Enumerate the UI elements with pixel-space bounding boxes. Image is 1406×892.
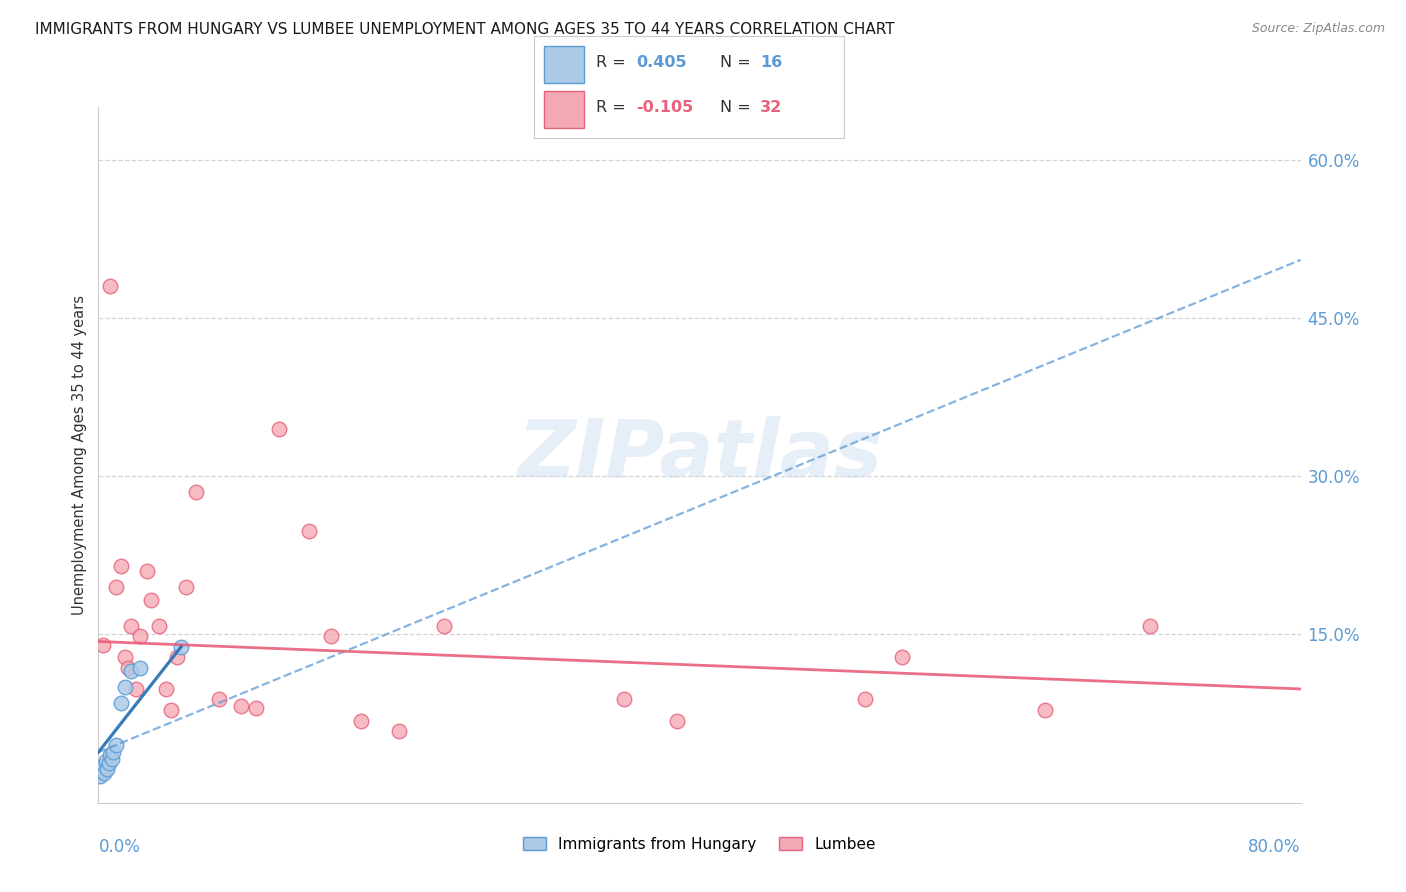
Point: [110, 558, 132, 573]
Point: [129, 629, 152, 643]
Text: R =: R =: [596, 100, 626, 115]
Point: [1139, 618, 1161, 632]
Point: [100, 279, 122, 293]
Text: 80.0%: 80.0%: [1249, 838, 1301, 855]
Text: IMMIGRANTS FROM HUNGARY VS LUMBEE UNEMPLOYMENT AMONG AGES 35 TO 44 YEARS CORRELA: IMMIGRANTS FROM HUNGARY VS LUMBEE UNEMPL…: [35, 22, 894, 37]
Point: [125, 681, 148, 696]
Point: [139, 593, 162, 607]
Point: [135, 564, 157, 578]
Point: [94, 754, 117, 768]
Point: [117, 661, 139, 675]
Y-axis label: Unemployment Among Ages 35 to 44 years: Unemployment Among Ages 35 to 44 years: [72, 295, 87, 615]
Text: Source: ZipAtlas.com: Source: ZipAtlas.com: [1251, 22, 1385, 36]
Point: [174, 580, 197, 594]
Point: [613, 692, 636, 706]
Point: [90, 764, 112, 779]
Text: 16: 16: [761, 54, 782, 70]
Point: [433, 618, 456, 632]
Point: [93, 766, 115, 780]
Point: [350, 714, 373, 728]
Point: [1033, 703, 1056, 717]
Point: [91, 759, 114, 773]
Text: ZIPatlas: ZIPatlas: [517, 416, 882, 494]
Point: [105, 580, 128, 594]
Point: [159, 703, 181, 717]
Point: [184, 484, 207, 499]
Point: [208, 692, 231, 706]
Text: R =: R =: [596, 54, 626, 70]
Point: [170, 640, 193, 654]
Point: [89, 769, 111, 783]
Text: N =: N =: [720, 100, 751, 115]
Point: [91, 638, 114, 652]
Text: -0.105: -0.105: [637, 100, 693, 115]
Point: [105, 738, 128, 752]
Point: [267, 421, 290, 435]
Point: [103, 745, 125, 759]
Point: [665, 714, 688, 728]
Point: [148, 618, 170, 632]
Bar: [544, 45, 583, 83]
Point: [245, 701, 267, 715]
Point: [114, 680, 136, 694]
Point: [100, 748, 122, 763]
Point: [97, 756, 120, 770]
Point: [101, 751, 124, 765]
Point: [853, 692, 876, 706]
Text: N =: N =: [720, 54, 751, 70]
Point: [121, 664, 143, 678]
Text: 0.405: 0.405: [637, 54, 688, 70]
Point: [129, 661, 152, 675]
Point: [891, 650, 914, 665]
Point: [155, 681, 177, 696]
Bar: [544, 91, 583, 128]
Point: [231, 698, 253, 713]
Point: [388, 724, 411, 739]
Point: [166, 650, 188, 665]
Point: [121, 618, 143, 632]
Point: [321, 629, 343, 643]
Point: [110, 696, 132, 710]
Text: 0.0%: 0.0%: [98, 838, 141, 855]
Point: [298, 524, 321, 538]
Legend: Immigrants from Hungary, Lumbee: Immigrants from Hungary, Lumbee: [517, 830, 882, 858]
Text: 32: 32: [761, 100, 782, 115]
Point: [114, 650, 136, 665]
Point: [96, 762, 118, 776]
